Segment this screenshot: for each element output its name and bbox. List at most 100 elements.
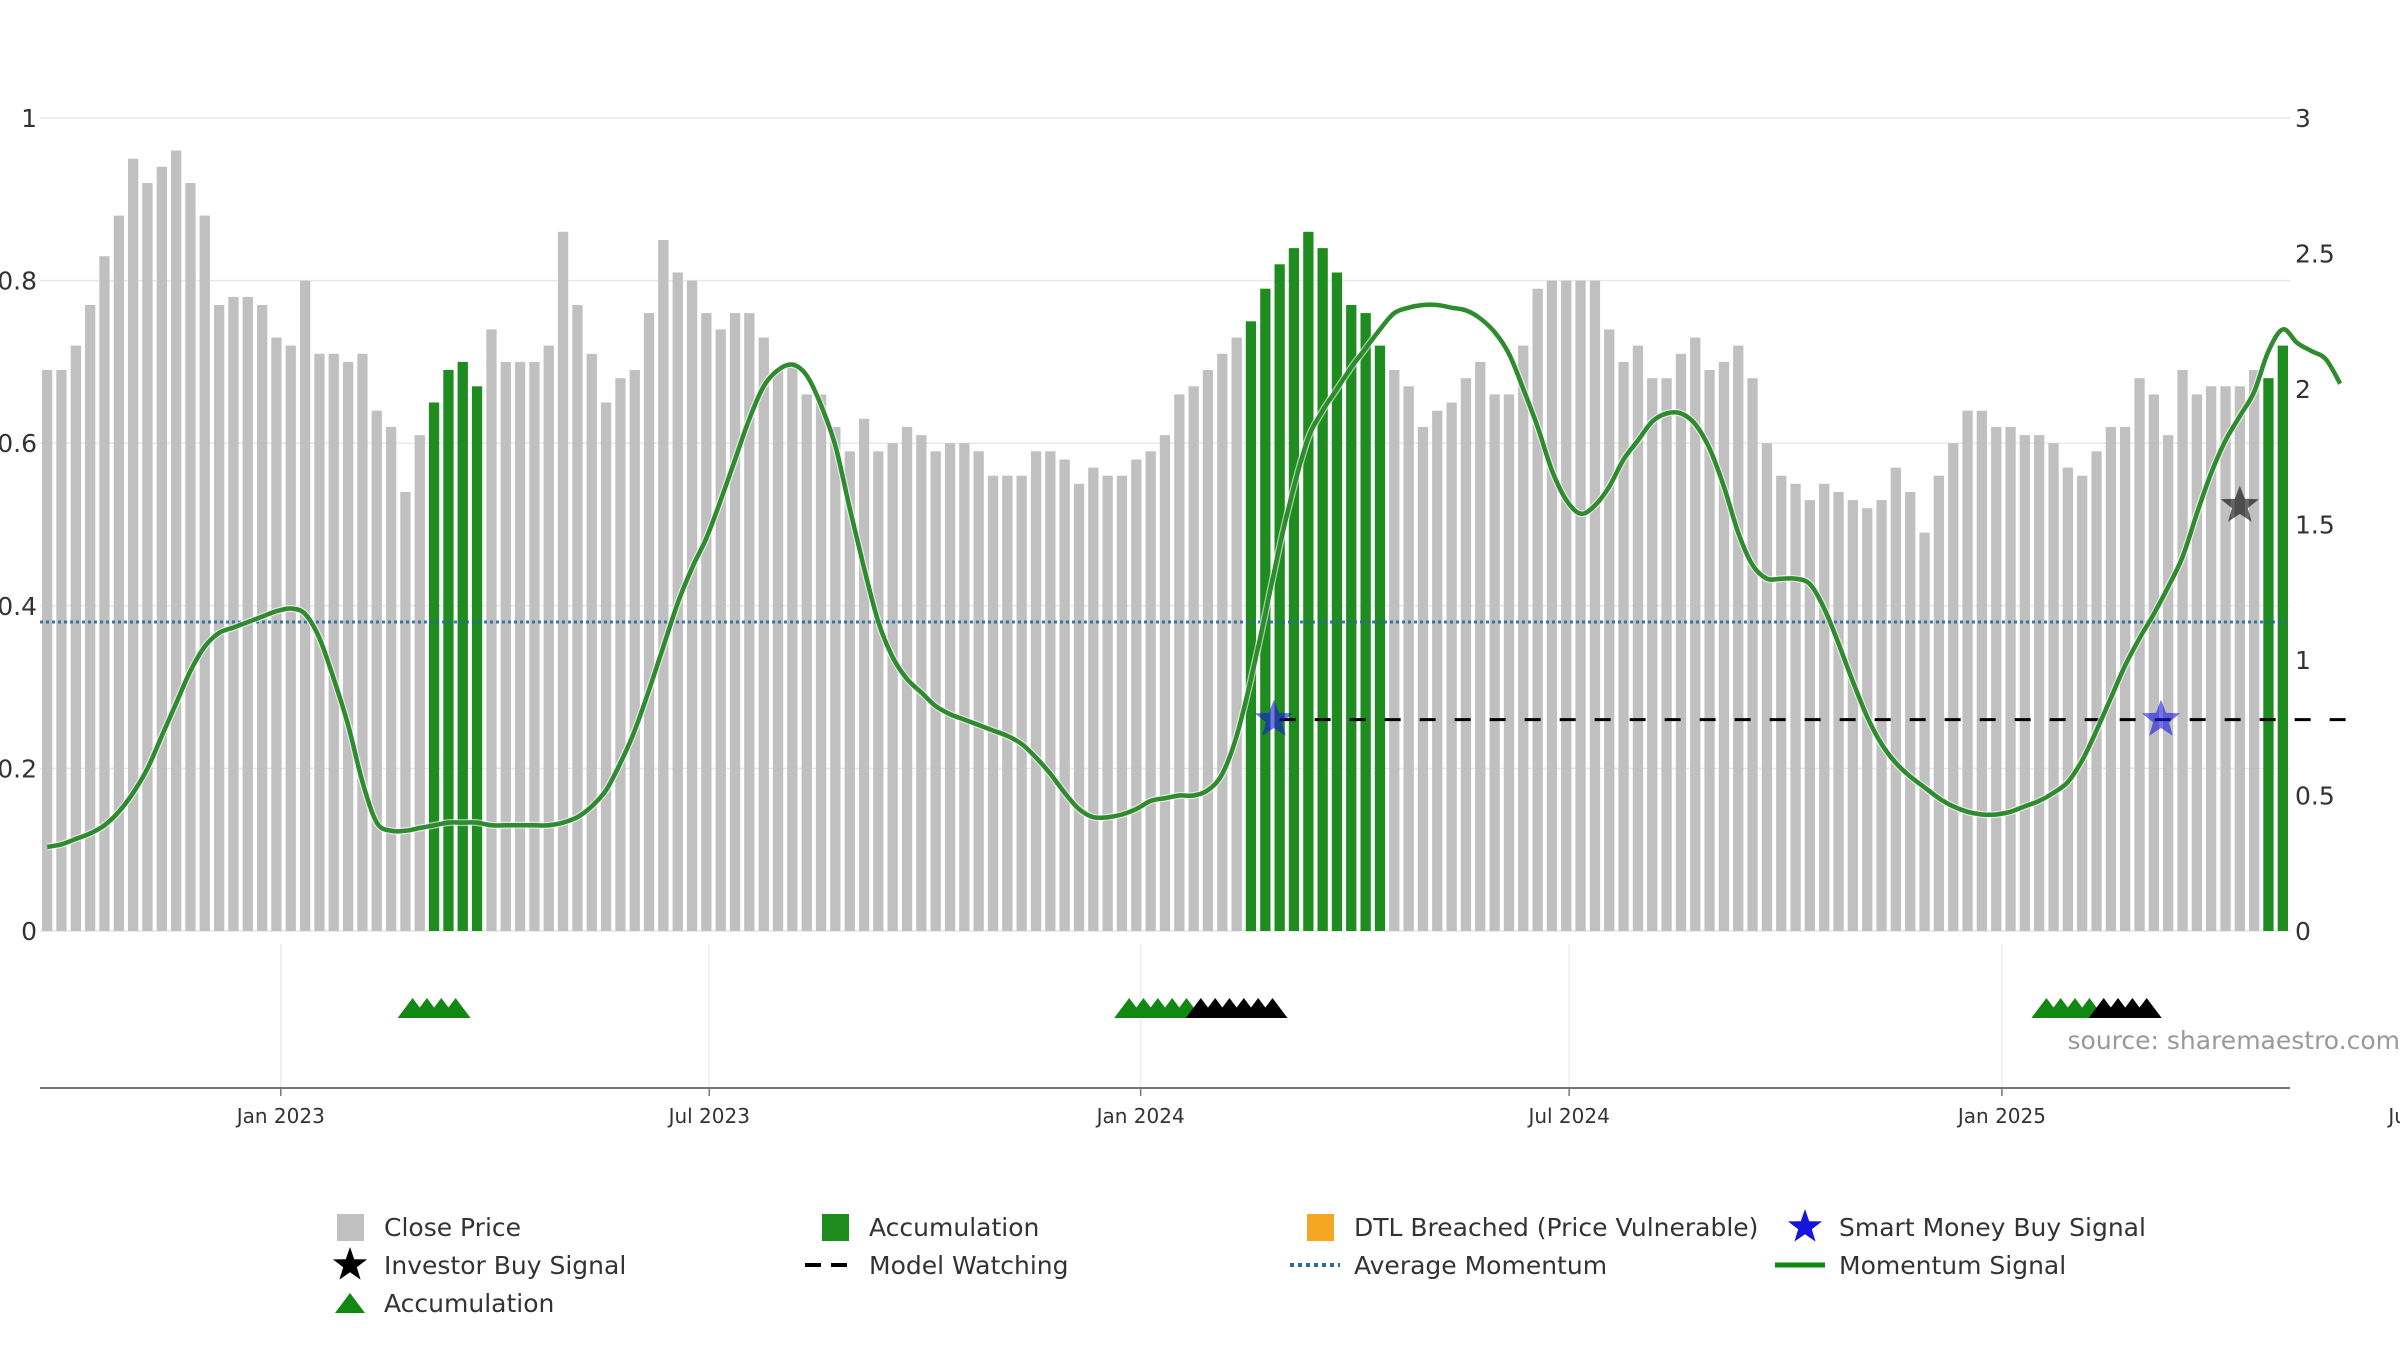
close-price-bar xyxy=(844,451,855,931)
close-price-bar xyxy=(242,296,253,931)
close-price-bar xyxy=(70,345,81,932)
close-price-bar xyxy=(787,361,798,931)
legend-dtl-breached: DTL Breached (Price Vulnerable) xyxy=(1300,1210,1758,1244)
close-price-bar xyxy=(1604,329,1615,931)
close-price-bar xyxy=(858,418,870,931)
close-price-bar xyxy=(1589,280,1601,932)
right-tick-label: 1.5 xyxy=(2295,511,2335,540)
smart-money-buy-star xyxy=(2142,699,2180,736)
accumulation-bar xyxy=(1346,305,1357,931)
close-price-bar xyxy=(1704,370,1715,931)
legend-investor-label: Investor Buy Signal xyxy=(384,1250,627,1280)
x-tick-label: Jul 2023 xyxy=(667,1104,750,1128)
accumulation-bar xyxy=(471,386,483,931)
close-price-bar xyxy=(2206,386,2217,931)
close-price-bar xyxy=(156,166,167,932)
close-price-bar xyxy=(2077,475,2088,931)
accumulation-bar xyxy=(1360,313,1371,932)
close-price-bar xyxy=(285,345,296,932)
close-price-bar xyxy=(930,451,941,931)
close-price-bar xyxy=(1202,370,1214,931)
right-tick-label: 2 xyxy=(2295,375,2311,404)
close-price-bar xyxy=(214,305,225,931)
close-price-bar xyxy=(1618,361,1629,931)
accumulation-swatch-icon xyxy=(821,1213,849,1241)
right-tick-label: 1 xyxy=(2295,646,2311,675)
accumulation-bar xyxy=(443,370,454,931)
left-tick-label: 0.8 xyxy=(0,267,37,296)
close-price-bar xyxy=(572,305,583,931)
close-price-bar xyxy=(113,215,124,932)
close-price-bar xyxy=(1231,337,1242,931)
close-price-bar xyxy=(1016,475,1027,931)
close-price-bar xyxy=(2148,394,2159,931)
close-price-bar xyxy=(1059,459,1070,931)
close-price-bar xyxy=(1145,451,1156,931)
left-tick-label: 0.2 xyxy=(0,754,37,783)
close-price-bar xyxy=(543,345,554,932)
signal-markers-strip xyxy=(397,998,2162,1018)
accumulation-bar xyxy=(1317,248,1328,932)
close-price-bar xyxy=(1159,435,1171,931)
close-price-bar xyxy=(486,329,497,931)
close-price-bar xyxy=(1116,475,1128,931)
legend: Close Price Accumulation DTL Breached (P… xyxy=(330,1209,2230,1340)
close-price-bar xyxy=(1217,353,1228,931)
close-price-bar xyxy=(987,475,999,931)
close-price-bar xyxy=(557,231,569,932)
close-price-bar xyxy=(1432,410,1443,931)
smart-money-buy-star xyxy=(1254,699,1293,736)
solid-line-icon xyxy=(1775,1262,1825,1268)
close-price-bar xyxy=(1446,402,1457,931)
x-tick-label: Jul 2024 xyxy=(1526,1104,1609,1128)
close-price-bar xyxy=(128,158,139,931)
close-price-bar xyxy=(171,150,182,931)
close-price-bar xyxy=(2177,370,2188,931)
close-price-bar xyxy=(328,353,339,931)
right-tick-label: 0 xyxy=(2295,917,2311,946)
close-price-bar xyxy=(1776,475,1787,931)
close-price-bar xyxy=(199,215,210,932)
accumulation-bar xyxy=(1274,264,1285,931)
close-price-bar xyxy=(2034,435,2045,931)
close-price-bar xyxy=(1131,459,1142,931)
close-price-bar xyxy=(1733,345,1744,932)
close-price-bar xyxy=(185,183,196,931)
investor-buy-star xyxy=(2220,485,2259,522)
close-price-bar xyxy=(1761,443,1773,931)
close-price-bar xyxy=(1532,288,1543,931)
left-tick-label: 1 xyxy=(21,104,37,133)
close-price-bar xyxy=(142,183,153,931)
close-price-bar xyxy=(400,492,411,931)
close-price-bar xyxy=(343,361,354,931)
legend-accumulation-bar: Accumulation xyxy=(815,1210,1039,1244)
legend-model-watching: Model Watching xyxy=(805,1248,1069,1282)
close-price-bar xyxy=(1403,386,1414,931)
accumulation-bar xyxy=(1288,248,1300,932)
close-price-bar xyxy=(56,370,67,931)
close-price-bar xyxy=(1518,345,1529,932)
close-price-bar xyxy=(815,394,827,931)
close-price-bar xyxy=(959,443,970,931)
close-price-bar xyxy=(300,280,311,932)
close-price-bar xyxy=(42,370,53,931)
close-price-bar xyxy=(686,280,698,932)
close-price-bar xyxy=(357,353,368,931)
x-tick-label: Jul 2025 xyxy=(2386,1104,2400,1128)
close-price-bar xyxy=(1575,280,1586,932)
left-tick-label: 0 xyxy=(21,917,37,946)
buy-signals xyxy=(1254,485,2259,736)
close-price-bar xyxy=(2163,435,2174,931)
dashed-line-icon xyxy=(805,1263,855,1267)
source-credit: source: sharemaestro.com xyxy=(2068,1026,2400,1055)
close-price-bar xyxy=(1847,500,1858,931)
close-price-bar xyxy=(615,378,626,931)
legend-momentum-signal-label: Momentum Signal xyxy=(1839,1250,2067,1280)
close-price-bar xyxy=(629,370,640,931)
close-price-bar xyxy=(1675,353,1687,931)
close-price-bar xyxy=(758,337,769,931)
close-price-bar xyxy=(1174,394,1185,931)
watch-marker xyxy=(1257,998,1288,1018)
close-price-bar xyxy=(2005,426,2016,931)
